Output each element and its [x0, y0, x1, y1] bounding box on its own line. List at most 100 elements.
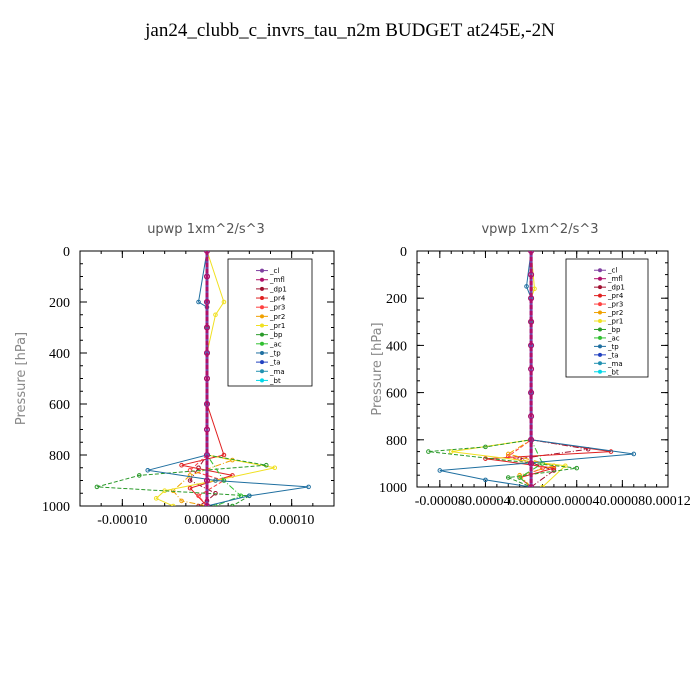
data-point — [153, 496, 159, 501]
y-tick-label: 0 — [400, 245, 407, 260]
chart-title: vpwp 1xm^2/s^3 — [481, 222, 598, 237]
data-point — [631, 451, 637, 457]
data-point — [532, 286, 537, 292]
x-tick-label: 0.00010 — [269, 513, 315, 528]
legend-entry: _bp — [607, 326, 621, 334]
legend-entry: _pr2 — [607, 309, 623, 317]
data-point — [608, 449, 614, 454]
legend-marker — [598, 310, 602, 315]
data-point — [574, 465, 580, 471]
data-point — [524, 284, 529, 289]
legend-marker — [598, 335, 602, 340]
legend-marker — [598, 344, 602, 349]
legend-entry: _cl — [269, 267, 279, 275]
y-axis-label: Pressure [hPa] — [14, 332, 29, 425]
legend-marker — [598, 361, 602, 366]
data-point — [170, 503, 176, 506]
data-point — [204, 477, 210, 484]
series-line-pr2 — [172, 251, 235, 506]
data-point — [204, 401, 210, 407]
data-point — [483, 456, 488, 461]
data-point — [204, 273, 210, 280]
legend-marker — [598, 327, 602, 332]
legend-marker — [260, 277, 264, 282]
data-point — [540, 484, 545, 487]
y-tick-label: 1000 — [379, 481, 407, 496]
x-tick-label: -0.00004 — [460, 494, 510, 509]
legend-entry: _ac — [607, 334, 620, 342]
data-point — [187, 485, 193, 491]
legend: _cl_mfl_dp1_pr4_pr3_pr2_pr1_bp_ac_tp_ta_… — [565, 258, 649, 378]
data-point — [196, 299, 201, 305]
data-point — [221, 452, 227, 458]
legend-marker — [260, 369, 264, 374]
legend-entry: _bt — [269, 377, 281, 385]
legend-entry: _dp1 — [269, 285, 287, 293]
legend-marker — [260, 268, 264, 273]
y-tick-label: 1000 — [42, 500, 70, 515]
data-point — [272, 465, 278, 471]
chart-panel-1: upwp 1xm^2/s^3 Pressure [hPa] 0 200 400 600 80… — [14, 222, 335, 528]
data-point — [528, 295, 535, 302]
plot-area — [426, 251, 637, 487]
legend-entry: _mfl — [607, 275, 623, 283]
data-point — [517, 475, 522, 480]
data-point — [204, 350, 210, 356]
legend-marker — [260, 323, 264, 328]
data-point — [179, 462, 184, 468]
data-point — [136, 473, 142, 478]
data-point — [204, 251, 210, 254]
series-line-tp — [147, 251, 309, 506]
legend-entry: _tp — [607, 343, 619, 351]
data-point — [187, 473, 193, 478]
series-line-bp — [428, 251, 577, 487]
y-tick-label: 200 — [386, 292, 407, 307]
legend-entry: _pr4 — [269, 295, 286, 303]
data-point — [448, 449, 454, 454]
legend-marker — [598, 319, 602, 323]
legend-entry: _pr4 — [607, 292, 624, 300]
data-point — [221, 299, 227, 305]
series-line-dp1 — [189, 251, 217, 506]
legend-entry: _ta — [269, 359, 281, 367]
legend-marker — [260, 360, 264, 365]
data-point — [437, 468, 443, 473]
legend-entry: _ac — [269, 340, 282, 348]
data-point — [551, 465, 557, 471]
data-point — [306, 484, 311, 490]
data-point — [505, 475, 511, 480]
data-point — [187, 468, 193, 473]
legend-entry: _ma — [269, 368, 285, 376]
x-tick-label: -0.00010 — [97, 513, 147, 528]
y-tick-label: 600 — [49, 398, 70, 413]
series-line-pr3 — [507, 251, 544, 487]
data-point — [213, 312, 218, 318]
legend-entry: _bp — [269, 331, 283, 339]
data-point — [528, 342, 535, 349]
legend-marker — [260, 378, 264, 383]
chart-panel-2: vpwp 1xm^2/s^3 Pressure [hPa] 0 200 400 600 80… — [370, 222, 691, 509]
data-point — [247, 493, 252, 499]
legend-entry: _pr1 — [269, 322, 285, 330]
legend-entry: _pr3 — [269, 304, 285, 312]
data-point — [204, 375, 210, 382]
legend-marker — [260, 296, 264, 301]
data-point — [230, 503, 235, 506]
legend-entry: _ta — [607, 351, 619, 359]
legend-marker — [598, 302, 602, 307]
legend-marker — [260, 314, 264, 319]
y-tick-label: 800 — [386, 434, 407, 449]
legend-entry: _pr1 — [607, 318, 623, 326]
y-tick-label: 400 — [49, 347, 70, 362]
legend-marker — [598, 293, 602, 298]
data-point — [179, 498, 184, 504]
x-tick-label: 0.00008 — [600, 494, 646, 509]
data-point — [204, 324, 210, 331]
legend-box — [565, 258, 649, 378]
y-tick-label: 0 — [63, 245, 70, 260]
legend-entry: _cl — [607, 267, 617, 275]
data-point — [505, 451, 511, 457]
data-point — [483, 477, 488, 483]
series-line-pr1 — [451, 251, 567, 487]
